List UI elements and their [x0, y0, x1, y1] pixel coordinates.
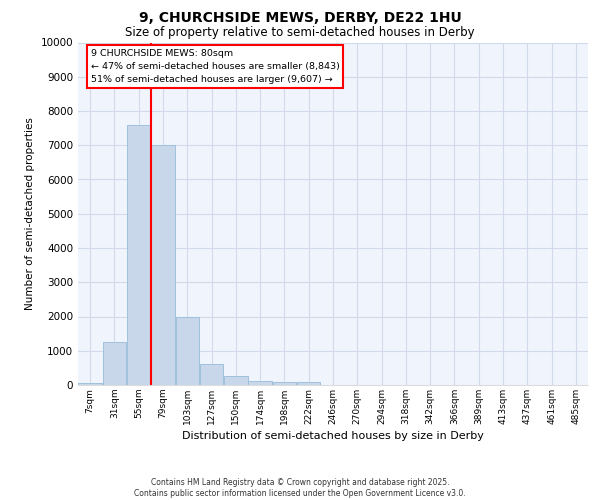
Bar: [176, 316, 199, 385]
Text: 9 CHURCHSIDE MEWS: 80sqm
← 47% of semi-detached houses are smaller (8,843)
51% o: 9 CHURCHSIDE MEWS: 80sqm ← 47% of semi-d…: [91, 48, 340, 84]
Bar: [200, 364, 223, 385]
Text: Size of property relative to semi-detached houses in Derby: Size of property relative to semi-detach…: [125, 26, 475, 39]
X-axis label: Distribution of semi-detached houses by size in Derby: Distribution of semi-detached houses by …: [182, 431, 484, 441]
Bar: [79, 383, 102, 385]
Text: Contains HM Land Registry data © Crown copyright and database right 2025.
Contai: Contains HM Land Registry data © Crown c…: [134, 478, 466, 498]
Bar: [248, 380, 272, 385]
Bar: [127, 124, 151, 385]
Bar: [103, 342, 126, 385]
Bar: [297, 382, 320, 385]
Bar: [224, 376, 248, 385]
Text: 9, CHURCHSIDE MEWS, DERBY, DE22 1HU: 9, CHURCHSIDE MEWS, DERBY, DE22 1HU: [139, 11, 461, 25]
Y-axis label: Number of semi-detached properties: Number of semi-detached properties: [25, 118, 35, 310]
Bar: [273, 382, 296, 385]
Bar: [151, 145, 175, 385]
